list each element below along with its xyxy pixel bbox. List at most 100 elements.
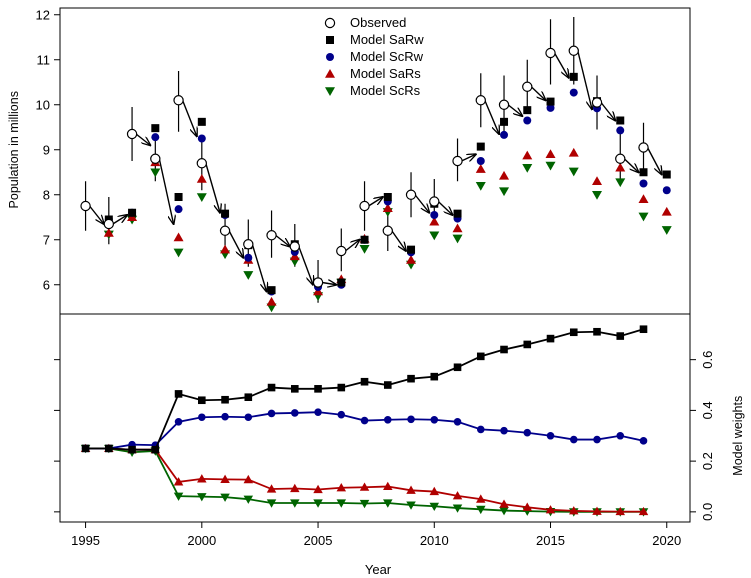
model-sarw-point [453,209,462,218]
model-sarw-point [662,170,671,179]
model-sarw-weight-point [430,372,439,381]
model-sarw-weight-point [221,395,229,404]
legend-marker-model-sars [325,69,335,78]
model-scrw-point [639,179,648,188]
model-scrs-weight-point [197,493,207,502]
model-sars-weight-point [290,483,300,493]
model-sarw-weight-point [81,444,90,453]
model-sars-weight-point [383,481,393,491]
model-sars-point [173,232,184,242]
model-sars-point [568,147,579,157]
model-scrs-point [499,187,510,197]
model-sars-point [266,296,277,306]
model-sarw-weight-point [523,340,532,349]
observed-point [545,47,556,59]
model-scrw-point [430,211,439,219]
model-sars-weight-point [499,499,509,508]
model-sars-weight-point [476,494,486,503]
observed-point [405,189,417,200]
model-scrw-weight-point [453,418,462,426]
observed-point [568,45,579,56]
legend-label-observed: Observed [350,15,406,30]
model-scrw-point [151,133,160,142]
model-scrw-weight-point [407,415,415,424]
observed-point [498,99,510,110]
observed-point [126,128,138,140]
model-sars-weight-point [522,502,533,511]
legend-label-model-scrw: Model ScRw [350,49,424,64]
model-scrw-weight-point [500,426,508,435]
observed-point [429,196,440,207]
observed-point [289,241,300,252]
model-sarw-point [197,117,206,126]
model-sarw-weight-point [337,383,346,392]
observed-point [103,218,115,230]
model-sarw-weight-point [383,381,392,389]
model-scrw-weight-point [593,435,601,444]
model-scrw-point [500,130,509,139]
model-scrs-point [592,191,603,200]
legend-marker-model-scrw [326,53,334,61]
observed-point [243,239,254,250]
model-sars-weight-point [429,486,440,496]
model-sarw-weight-point [105,444,113,453]
model-sarw-point [546,97,555,106]
forecast-arrow [135,133,150,145]
model-sars-weight-point [173,477,184,486]
model-sarw-weight-point [453,363,462,372]
observed-point [196,158,208,169]
model-sarw-point [476,142,485,151]
model-scrs-point [615,178,626,188]
forecast-arrow [158,158,173,224]
model-sars-point [429,216,440,226]
forecast-arrow [275,234,290,246]
population-y-tick-label: 8 [43,187,50,202]
x-tick-label: 2015 [536,533,565,548]
model-sarw-weight-point [500,345,508,354]
model-sarw-point [523,106,532,115]
model-sarw-weight-point [151,445,160,454]
model-sarw-weight-point [546,334,555,343]
model-sarw-point [360,235,369,244]
model-scrs-weight-point [429,502,440,512]
model-sarw-point [151,124,160,133]
model-scrs-point [243,271,254,280]
model-sars-weight-point [638,506,649,516]
forecast-arrow [623,158,638,173]
model-scrw-weight-point [337,410,346,419]
model-scrw-weight-point [314,408,322,416]
model-sars-point [661,206,672,216]
x-tick-label: 2005 [304,533,333,548]
model-scrs-weight-point [406,501,416,510]
legend-label-model-sarw: Model SaRw [350,32,424,47]
model-scrw-weight-point [290,409,299,417]
model-sars-weight-point [220,474,230,483]
model-scrw-weight-point [198,413,206,422]
model-sars-weight-point [243,474,254,484]
model-scrw-point [523,116,532,125]
x-axis: 1995 2000 2005 2010 2015 2020 [71,522,681,548]
model-sars-point [220,244,231,254]
model-sars-point [638,194,649,203]
model-sarw-weight-point [360,377,369,386]
model-sarw-point [500,117,509,126]
model-sars-point [475,164,486,173]
model-sarw-weight-point [198,396,206,405]
model-sars-point [615,162,626,172]
weights-y-tick-label: 0.0 [700,503,715,521]
model-scrs-weight-point [359,499,370,509]
model-scrw-weight-point [221,412,229,421]
model-sars-point [592,176,603,185]
legend-marker-model-scrs [325,87,335,96]
model-sars-weight-point [569,506,579,515]
forecast-arrow [600,102,615,121]
weights-panel-frame [59,313,691,523]
forecast-arrow [181,99,197,136]
forecast-arrow [205,163,220,213]
model-sars-point [522,150,533,160]
model-scrw-weight-point [616,431,625,440]
forecast-arrow [437,200,452,216]
model-scrs-weight-point [266,499,277,508]
model-sarw-point [267,286,276,295]
model-sarw-weight-point [128,445,136,454]
